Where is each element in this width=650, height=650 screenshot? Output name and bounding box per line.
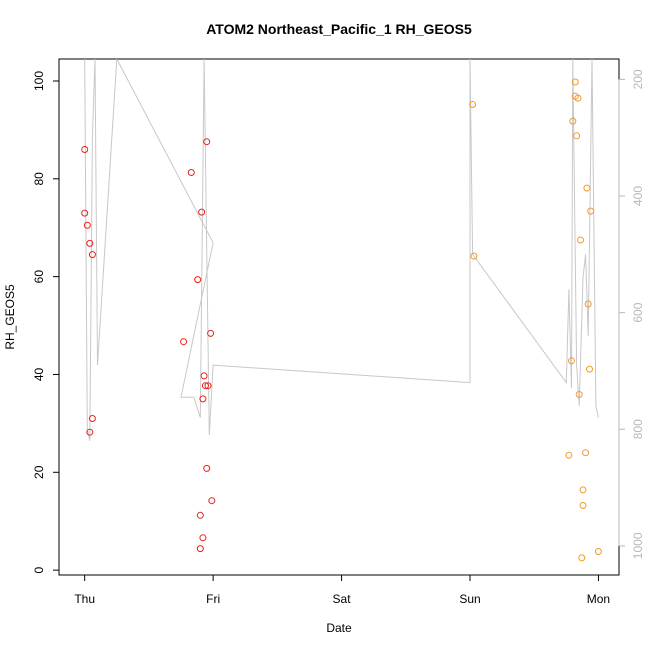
data-point-s1-6 [86,428,94,436]
data-point-s2-0 [469,101,477,108]
y-tick-label-2: 40 [32,367,46,381]
points-group [81,78,602,562]
data-point-s2-4 [569,117,577,125]
data-point-s1-16 [207,329,215,337]
data-point-s1-15 [204,382,212,390]
data-point-s2-8 [574,94,582,102]
x-axis: Thu Fri Sat Sun Mon [74,574,610,606]
data-point-s2-2 [565,451,573,459]
x-tick-label-2: Sat [333,592,352,606]
data-point-s2-5 [571,78,579,86]
x-axis-label: Date [326,621,352,635]
altitude-line-group [84,59,599,442]
y-tick-label-1: 20 [32,465,46,479]
y2-tick-label-0: 200 [631,69,645,89]
data-point-s1-7 [180,338,188,346]
y-tick-label-4: 80 [32,172,46,186]
y2-tick-label-2: 600 [631,302,645,322]
x-tick-label-0: Thu [74,592,95,606]
x-tick-label-4: Mon [587,592,610,606]
data-point-s2-11 [578,554,586,562]
y-axis: 0 20 40 60 80 100 [32,71,60,573]
data-point-s1-5 [88,415,96,422]
data-point-s2-15 [583,184,591,192]
data-point-s1-10 [198,208,206,216]
data-point-s1-1 [81,209,89,217]
data-point-s2-13 [579,502,587,509]
y2-tick-label-3: 800 [631,419,645,439]
y2-tick-label-1: 400 [631,186,645,206]
chart-title: ATOM2 Northeast_Pacific_1 RH_GEOS5 [206,21,472,37]
y2-tick-label-4: 1000 [631,532,645,559]
data-point-s2-10 [577,236,584,244]
data-point-s2-17 [586,365,593,373]
altitude-line [84,59,599,442]
data-point-s1-4 [88,251,96,259]
data-point-s2-16 [584,300,592,308]
data-point-s2-3 [568,357,575,365]
data-point-s2-14 [582,449,590,457]
data-point-s2-7 [573,132,581,140]
y-tick-label-0: 0 [32,566,46,573]
data-point-s1-11 [199,395,207,403]
x-tick-label-1: Fri [206,592,220,606]
y-tick-label-3: 60 [32,270,46,284]
data-point-s1-12 [200,372,208,380]
data-point-s2-1 [470,252,478,260]
plot-area [58,58,620,576]
data-point-s1-8 [187,169,195,176]
y-tick-label-5: 100 [32,71,46,91]
data-point-s1-14 [203,138,211,146]
data-point-s1-2 [83,221,91,229]
right-axis: 200 400 600 800 1000 [618,69,645,559]
data-point-s1-18 [208,497,216,505]
plot-frame [58,58,620,576]
data-point-s1-3 [86,239,94,247]
data-point-s2-9 [575,391,583,398]
data-point-s1-21 [196,545,204,553]
data-point-s1-17 [203,464,211,472]
x-tick-label-3: Sun [459,592,480,606]
data-point-s1-9 [194,276,202,284]
y-axis-label: RH_GEOS5 [3,284,17,350]
data-point-s1-19 [196,511,204,519]
data-point-s1-13 [201,382,209,390]
data-point-s2-19 [594,548,602,555]
data-point-s1-20 [199,534,207,542]
data-point-s2-18 [587,207,595,215]
data-point-s1-0 [81,146,89,153]
data-point-s2-12 [579,486,587,494]
